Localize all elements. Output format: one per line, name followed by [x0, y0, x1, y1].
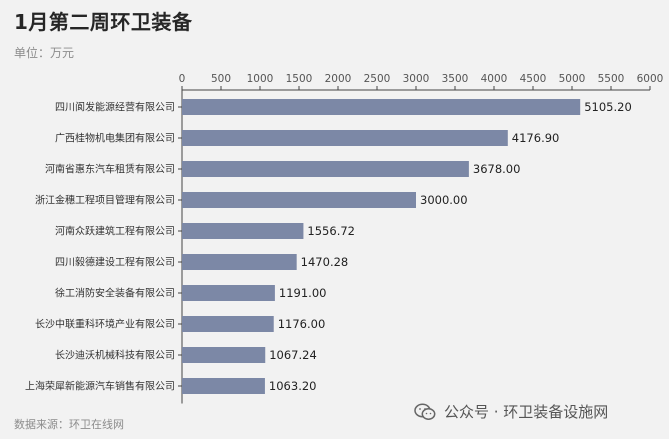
- wechat-icon: [414, 403, 436, 420]
- x-tick-label: 2500: [364, 73, 391, 85]
- value-label: 4176.90: [512, 131, 560, 145]
- x-tick-label: 4000: [481, 73, 508, 85]
- category-label: 浙江金穗工程项目管理有限公司: [35, 194, 175, 207]
- value-label: 1191.00: [279, 286, 327, 300]
- bar: [182, 192, 416, 208]
- category-label: 广西桂物机电集团有限公司: [55, 132, 175, 145]
- bar: [182, 161, 469, 177]
- bar: [182, 347, 266, 363]
- category-label: 徐工消防安全装备有限公司: [55, 287, 175, 300]
- x-tick-label: 5500: [598, 73, 625, 85]
- x-tick-label: 3000: [403, 73, 430, 85]
- category-label: 长沙中联重科环境产业有限公司: [35, 318, 175, 331]
- value-label: 1176.00: [278, 317, 326, 331]
- data-source-note: 数据来源：环卫在线网: [14, 418, 124, 431]
- watermark: 公众号 · 环卫装备设施网: [414, 401, 608, 422]
- value-label: 1063.20: [269, 379, 317, 393]
- category-label: 四川阆发能源经营有限公司: [55, 101, 175, 114]
- x-tick-label: 2000: [325, 73, 352, 85]
- unit-label: 单位：万元: [14, 46, 75, 60]
- bar: [182, 254, 297, 270]
- x-tick-label: 6000: [637, 73, 664, 85]
- x-tick-label: 0: [179, 73, 186, 85]
- value-label: 3000.00: [420, 193, 468, 207]
- watermark-text: 公众号 · 环卫装备设施网: [444, 403, 609, 421]
- value-label: 1470.28: [301, 255, 349, 269]
- x-tick-label: 1000: [247, 73, 274, 85]
- x-tick-label: 4500: [520, 73, 547, 85]
- category-label: 长沙迪沃机械科技有限公司: [55, 349, 175, 362]
- category-label: 四川毅德建设工程有限公司: [55, 256, 175, 269]
- value-label: 3678.00: [473, 162, 521, 176]
- page-title: 1月第二周环卫装备: [14, 10, 193, 34]
- x-tick-label: 5000: [559, 73, 586, 85]
- category-label: 河南省惠东汽车租赁有限公司: [45, 163, 175, 176]
- bar: [182, 285, 275, 301]
- bar: [182, 316, 274, 332]
- category-label: 上海荣犀新能源汽车销售有限公司: [25, 380, 175, 393]
- value-label: 1067.24: [269, 348, 317, 362]
- value-label: 1556.72: [307, 224, 355, 238]
- bar: [182, 130, 508, 146]
- bar: [182, 378, 265, 394]
- x-tick-label: 3500: [442, 73, 469, 85]
- bar: [182, 99, 581, 115]
- bar: [182, 223, 304, 239]
- category-label: 河南众跃建筑工程有限公司: [55, 225, 175, 238]
- x-tick-label: 500: [211, 73, 231, 85]
- x-tick-label: 1500: [286, 73, 313, 85]
- value-label: 5105.20: [584, 100, 632, 114]
